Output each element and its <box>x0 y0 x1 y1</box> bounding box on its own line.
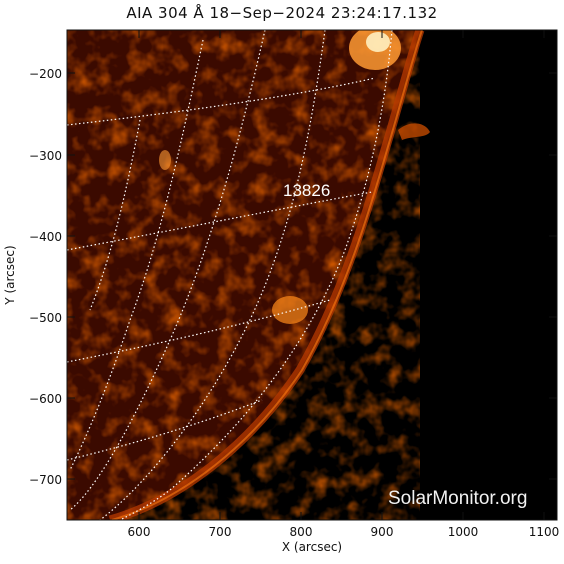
y-tick-label: −200 <box>29 67 62 81</box>
y-axis-label: Y (arcsec) <box>3 245 17 305</box>
image-title: AIA 304 Å 18−Sep−2024 23:24:17.132 <box>126 4 438 22</box>
active-region-plage <box>272 296 308 324</box>
prominence <box>398 123 430 140</box>
active-region-label: 13826 <box>283 181 330 200</box>
y-axis-ticks <box>67 72 557 480</box>
x-tick-label: 700 <box>209 525 232 539</box>
coordinate-grid <box>67 30 393 520</box>
y-tick-label: −700 <box>29 473 62 487</box>
y-tick-label: −600 <box>29 392 62 406</box>
x-axis-ticks <box>138 30 545 520</box>
chromosphere-texture <box>67 30 420 520</box>
watermark: SolarMonitor.org <box>388 488 528 509</box>
limb-brightening <box>108 30 425 520</box>
x-axis-label: X (arcsec) <box>281 540 343 554</box>
x-tick-label: 1000 <box>448 525 479 539</box>
x-tick-label: 600 <box>128 525 151 539</box>
y-tick-label: −300 <box>29 149 62 163</box>
y-tick-label: −500 <box>29 311 62 325</box>
y-tick-label: −400 <box>29 230 62 244</box>
x-tick-label: 900 <box>371 525 394 539</box>
x-tick-label: 800 <box>290 525 313 539</box>
x-tick-label: 1100 <box>529 525 560 539</box>
